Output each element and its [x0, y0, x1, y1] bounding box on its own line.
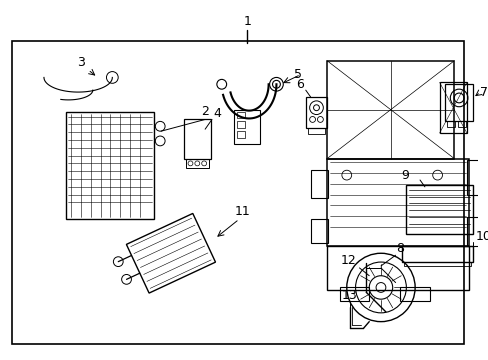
Bar — [326, 61, 453, 158]
Bar — [237, 121, 244, 128]
Bar — [406, 185, 472, 234]
Bar — [305, 97, 326, 128]
Bar — [402, 247, 472, 262]
Text: 11: 11 — [234, 205, 250, 218]
Bar — [237, 131, 244, 138]
Bar — [234, 110, 259, 144]
Bar — [457, 121, 465, 127]
Bar — [326, 247, 468, 291]
Bar — [326, 158, 468, 247]
Bar — [339, 287, 368, 301]
Bar — [466, 161, 478, 195]
Bar — [466, 217, 478, 247]
Bar — [185, 158, 208, 168]
Bar — [183, 120, 210, 158]
Text: 13: 13 — [341, 289, 357, 302]
Bar — [310, 219, 327, 243]
Text: 8: 8 — [396, 242, 404, 255]
Text: 12: 12 — [340, 253, 356, 267]
Text: 4: 4 — [212, 107, 221, 120]
Bar — [12, 41, 463, 344]
Text: 1: 1 — [243, 15, 250, 28]
Bar — [310, 170, 327, 198]
Bar — [404, 262, 470, 266]
Bar — [447, 121, 454, 127]
Text: 5: 5 — [293, 68, 301, 81]
Text: 7: 7 — [479, 86, 487, 99]
Text: 9: 9 — [401, 168, 408, 181]
Text: 2: 2 — [201, 105, 209, 118]
Text: 6: 6 — [295, 78, 303, 91]
Bar — [445, 84, 472, 121]
Bar — [66, 112, 154, 219]
Bar — [307, 128, 325, 134]
Text: 10: 10 — [475, 230, 488, 243]
Bar — [237, 112, 244, 118]
Bar — [400, 287, 429, 301]
Bar — [439, 82, 466, 133]
Text: 3: 3 — [77, 56, 85, 69]
